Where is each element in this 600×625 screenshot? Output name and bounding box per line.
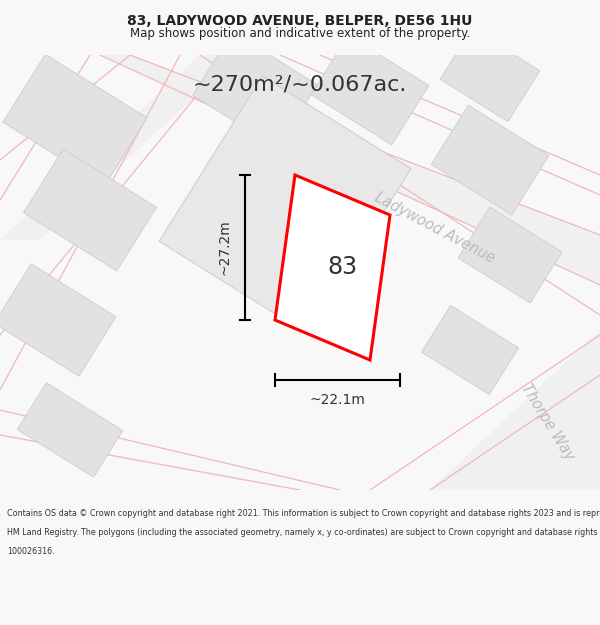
Polygon shape bbox=[440, 28, 540, 122]
Text: 83: 83 bbox=[328, 256, 358, 279]
Polygon shape bbox=[0, 264, 116, 376]
Polygon shape bbox=[275, 175, 390, 360]
Text: ~22.1m: ~22.1m bbox=[310, 393, 365, 407]
Text: Map shows position and indicative extent of the property.: Map shows position and indicative extent… bbox=[130, 27, 470, 40]
Text: Contains OS data © Crown copyright and database right 2021. This information is : Contains OS data © Crown copyright and d… bbox=[7, 509, 600, 518]
Polygon shape bbox=[431, 105, 549, 215]
Text: 83, LADYWOOD AVENUE, BELPER, DE56 1HU: 83, LADYWOOD AVENUE, BELPER, DE56 1HU bbox=[127, 14, 473, 28]
Polygon shape bbox=[193, 32, 317, 148]
Polygon shape bbox=[370, 330, 600, 490]
Polygon shape bbox=[458, 207, 562, 303]
Text: Thorpe Way: Thorpe Way bbox=[518, 381, 578, 463]
Polygon shape bbox=[23, 149, 157, 271]
Text: ~27.2m: ~27.2m bbox=[218, 219, 232, 276]
Polygon shape bbox=[311, 35, 429, 145]
Text: Ladywood Avenue: Ladywood Avenue bbox=[373, 190, 497, 266]
Polygon shape bbox=[422, 306, 518, 394]
Polygon shape bbox=[0, 55, 240, 240]
Polygon shape bbox=[17, 383, 123, 477]
Text: ~270m²/~0.067ac.: ~270m²/~0.067ac. bbox=[193, 75, 407, 95]
Text: 100026316.: 100026316. bbox=[7, 547, 55, 556]
Polygon shape bbox=[100, 55, 600, 285]
Polygon shape bbox=[3, 54, 147, 186]
Text: HM Land Registry. The polygons (including the associated geometry, namely x, y c: HM Land Registry. The polygons (includin… bbox=[7, 528, 600, 537]
Polygon shape bbox=[159, 76, 411, 334]
